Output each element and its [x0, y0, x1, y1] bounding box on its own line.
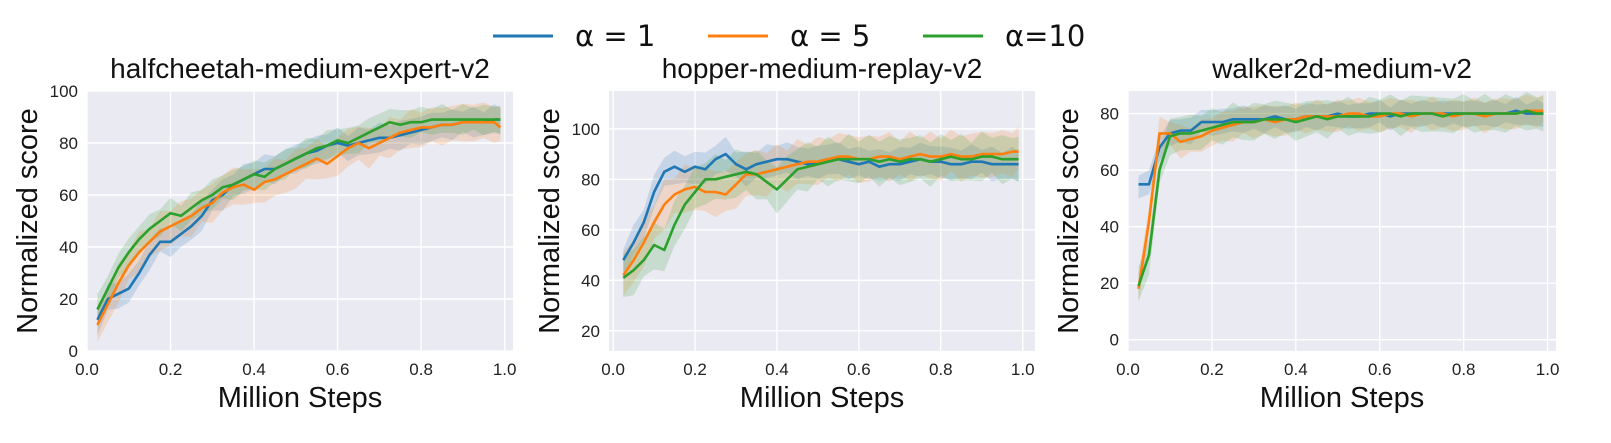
panel-title: halfcheetah-medium-expert-v2 [110, 53, 490, 84]
x-tick-label: 0.8 [1452, 360, 1476, 379]
y-tick-label: 40 [59, 238, 78, 257]
x-tick-label: 0.6 [1368, 360, 1392, 379]
series-line-3 [1137, 109, 1544, 287]
panel-1: 0.0 0.2 0.4 0.6 0.8 1.0 0 20 40 60 80 100 halfcheeta… [12, 53, 516, 414]
y-axis-title: Normalized score [1053, 108, 1085, 334]
x-tick-label: 1.0 [493, 360, 517, 379]
y-axis-title: Normalized score [12, 108, 44, 334]
x-tick-label: 0.0 [601, 360, 625, 379]
series-line-3 [622, 155, 1019, 279]
series-band-1 [97, 104, 501, 336]
legend-label-1: α = 1 [575, 19, 655, 53]
series-band-2 [623, 126, 1019, 296]
series-line-2 [622, 150, 1019, 277]
x-tick-label: 0.4 [1284, 360, 1308, 379]
plot-area [609, 91, 1035, 351]
y-tick-label: 60 [581, 221, 600, 240]
x-tick-label: 1.0 [1536, 360, 1560, 379]
x-tick-label: 0.8 [929, 360, 953, 379]
y-tick-label: 40 [581, 271, 600, 290]
panel-2: 0.0 0.2 0.4 0.6 0.8 1.0 20 40 60 80 100 hopper-medi… [534, 53, 1035, 414]
y-tick-label: 20 [581, 322, 600, 341]
y-tick-label: 100 [572, 120, 600, 139]
x-tick-label: 0.2 [159, 360, 183, 379]
series-line-2 [96, 120, 502, 326]
x-tick-label: 1.0 [1011, 360, 1035, 379]
legend-label-2: α = 5 [790, 19, 870, 53]
x-tick-label: 0.0 [75, 360, 99, 379]
chart-panels: 0.0 0.2 0.4 0.6 0.8 1.0 0 20 40 60 80 100 halfcheeta… [12, 53, 1559, 414]
series-band-3 [623, 131, 1019, 298]
y-tick-label: 60 [59, 186, 78, 205]
legend-label-3: α=10 [1005, 19, 1085, 53]
x-tick-label: 0.0 [1116, 360, 1140, 379]
y-tick-label: 80 [1100, 105, 1119, 124]
x-tick-label: 0.4 [765, 360, 789, 379]
y-tick-label: 20 [59, 290, 78, 309]
y-tick-label: 80 [59, 134, 78, 153]
series-band-3 [97, 104, 501, 322]
y-tick-label: 80 [581, 170, 600, 189]
panel-3: 0.0 0.2 0.4 0.6 0.8 1.0 0 20 40 60 80 walker2d-medi… [1053, 53, 1559, 414]
x-tick-label: 0.6 [326, 360, 350, 379]
panel-title: walker2d-medium-v2 [1211, 53, 1472, 84]
x-tick-label: 0.2 [683, 360, 707, 379]
x-axis-title: Million Steps [218, 382, 382, 414]
x-tick-label: 0.8 [409, 360, 433, 379]
panel-title: hopper-medium-replay-v2 [662, 53, 983, 84]
y-tick-label: 20 [1100, 274, 1119, 293]
series-line-2 [1137, 109, 1544, 289]
x-axis-title: Million Steps [1260, 382, 1424, 414]
x-tick-label: 0.2 [1200, 360, 1224, 379]
series-band-1 [623, 136, 1019, 278]
y-tick-label: 100 [50, 82, 78, 101]
y-tick-label: 60 [1100, 161, 1119, 180]
y-axis-title: Normalized score [534, 108, 566, 334]
y-tick-label: 40 [1100, 218, 1119, 237]
y-tick-label: 0 [69, 342, 78, 361]
y-tick-label: 0 [1110, 331, 1119, 350]
series-line-3 [96, 118, 501, 310]
plot-area [1128, 91, 1556, 351]
x-axis-title: Million Steps [740, 382, 904, 414]
x-tick-label: 0.6 [847, 360, 871, 379]
x-tick-label: 0.4 [242, 360, 266, 379]
legend: α = 1 α = 5 α=10 [493, 19, 1085, 53]
